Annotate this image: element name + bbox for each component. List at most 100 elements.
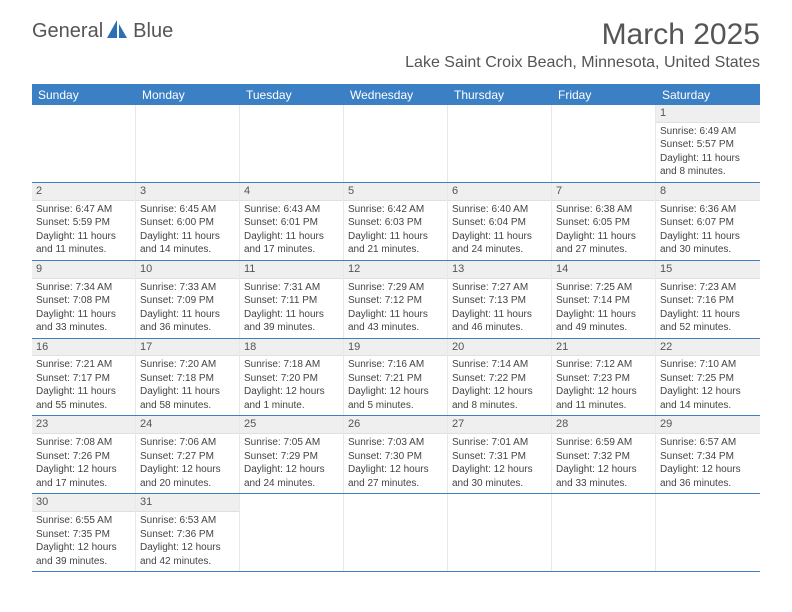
day-number: 1	[656, 105, 760, 123]
day-number: 5	[344, 183, 447, 201]
sunrise-text: Sunrise: 6:59 AM	[556, 436, 651, 450]
daylight-text: Daylight: 11 hours and 33 minutes.	[36, 308, 131, 335]
day-body: Sunrise: 7:12 AMSunset: 7:23 PMDaylight:…	[552, 356, 655, 415]
sunset-text: Sunset: 7:30 PM	[348, 450, 443, 464]
daylight-text: Daylight: 12 hours and 27 minutes.	[348, 463, 443, 490]
sunset-text: Sunset: 7:36 PM	[140, 528, 235, 542]
calendar-day-cell: 31Sunrise: 6:53 AMSunset: 7:36 PMDayligh…	[136, 494, 240, 571]
daylight-text: Daylight: 11 hours and 11 minutes.	[36, 230, 131, 257]
sunrise-text: Sunrise: 6:38 AM	[556, 203, 651, 217]
weekday-header: Wednesday	[344, 85, 448, 105]
sunset-text: Sunset: 7:22 PM	[452, 372, 547, 386]
calendar-empty-cell	[240, 105, 344, 182]
calendar-week-row: 2Sunrise: 6:47 AMSunset: 5:59 PMDaylight…	[32, 183, 760, 261]
calendar-day-cell: 26Sunrise: 7:03 AMSunset: 7:30 PMDayligh…	[344, 416, 448, 493]
day-number: 29	[656, 416, 760, 434]
day-number: 22	[656, 339, 760, 357]
day-body: Sunrise: 7:20 AMSunset: 7:18 PMDaylight:…	[136, 356, 239, 415]
daylight-text: Daylight: 12 hours and 14 minutes.	[660, 385, 756, 412]
calendar-day-cell: 30Sunrise: 6:55 AMSunset: 7:35 PMDayligh…	[32, 494, 136, 571]
calendar: SundayMondayTuesdayWednesdayThursdayFrid…	[32, 84, 760, 572]
calendar-day-cell: 17Sunrise: 7:20 AMSunset: 7:18 PMDayligh…	[136, 339, 240, 416]
day-body: Sunrise: 6:53 AMSunset: 7:36 PMDaylight:…	[136, 512, 239, 571]
daylight-text: Daylight: 11 hours and 58 minutes.	[140, 385, 235, 412]
sunrise-text: Sunrise: 7:25 AM	[556, 281, 651, 295]
day-body: Sunrise: 6:36 AMSunset: 6:07 PMDaylight:…	[656, 201, 760, 260]
daylight-text: Daylight: 11 hours and 30 minutes.	[660, 230, 756, 257]
sunset-text: Sunset: 7:18 PM	[140, 372, 235, 386]
calendar-day-cell: 2Sunrise: 6:47 AMSunset: 5:59 PMDaylight…	[32, 183, 136, 260]
day-body: Sunrise: 7:23 AMSunset: 7:16 PMDaylight:…	[656, 279, 760, 338]
sunset-text: Sunset: 6:04 PM	[452, 216, 547, 230]
page-title: March 2025	[405, 18, 760, 52]
sunrise-text: Sunrise: 7:31 AM	[244, 281, 339, 295]
calendar-empty-cell	[448, 494, 552, 571]
day-number: 6	[448, 183, 551, 201]
day-body: Sunrise: 7:05 AMSunset: 7:29 PMDaylight:…	[240, 434, 343, 493]
day-number: 27	[448, 416, 551, 434]
day-body: Sunrise: 7:18 AMSunset: 7:20 PMDaylight:…	[240, 356, 343, 415]
sunrise-text: Sunrise: 7:01 AM	[452, 436, 547, 450]
day-body: Sunrise: 6:49 AMSunset: 5:57 PMDaylight:…	[656, 123, 760, 182]
daylight-text: Daylight: 12 hours and 30 minutes.	[452, 463, 547, 490]
calendar-empty-cell	[344, 494, 448, 571]
calendar-day-cell: 28Sunrise: 6:59 AMSunset: 7:32 PMDayligh…	[552, 416, 656, 493]
day-body: Sunrise: 6:47 AMSunset: 5:59 PMDaylight:…	[32, 201, 135, 260]
day-number: 23	[32, 416, 135, 434]
sunrise-text: Sunrise: 7:08 AM	[36, 436, 131, 450]
calendar-day-cell: 12Sunrise: 7:29 AMSunset: 7:12 PMDayligh…	[344, 261, 448, 338]
day-number: 8	[656, 183, 760, 201]
daylight-text: Daylight: 12 hours and 42 minutes.	[140, 541, 235, 568]
calendar-day-cell: 23Sunrise: 7:08 AMSunset: 7:26 PMDayligh…	[32, 416, 136, 493]
daylight-text: Daylight: 11 hours and 46 minutes.	[452, 308, 547, 335]
daylight-text: Daylight: 11 hours and 43 minutes.	[348, 308, 443, 335]
day-number: 19	[344, 339, 447, 357]
day-number: 16	[32, 339, 135, 357]
sunset-text: Sunset: 7:20 PM	[244, 372, 339, 386]
sunrise-text: Sunrise: 7:34 AM	[36, 281, 131, 295]
sunrise-text: Sunrise: 6:47 AM	[36, 203, 131, 217]
daylight-text: Daylight: 12 hours and 36 minutes.	[660, 463, 756, 490]
calendar-day-cell: 10Sunrise: 7:33 AMSunset: 7:09 PMDayligh…	[136, 261, 240, 338]
day-number: 10	[136, 261, 239, 279]
sunrise-text: Sunrise: 6:40 AM	[452, 203, 547, 217]
daylight-text: Daylight: 12 hours and 33 minutes.	[556, 463, 651, 490]
day-number: 2	[32, 183, 135, 201]
day-body: Sunrise: 6:55 AMSunset: 7:35 PMDaylight:…	[32, 512, 135, 571]
calendar-day-cell: 25Sunrise: 7:05 AMSunset: 7:29 PMDayligh…	[240, 416, 344, 493]
calendar-day-cell: 14Sunrise: 7:25 AMSunset: 7:14 PMDayligh…	[552, 261, 656, 338]
calendar-week-row: 30Sunrise: 6:55 AMSunset: 7:35 PMDayligh…	[32, 494, 760, 572]
calendar-day-cell: 7Sunrise: 6:38 AMSunset: 6:05 PMDaylight…	[552, 183, 656, 260]
logo-text-1: General	[32, 20, 103, 43]
weekday-header: Friday	[552, 85, 656, 105]
sunrise-text: Sunrise: 7:05 AM	[244, 436, 339, 450]
calendar-empty-cell	[32, 105, 136, 182]
title-block: March 2025 Lake Saint Croix Beach, Minne…	[405, 18, 760, 72]
calendar-empty-cell	[448, 105, 552, 182]
sunset-text: Sunset: 7:35 PM	[36, 528, 131, 542]
daylight-text: Daylight: 11 hours and 52 minutes.	[660, 308, 756, 335]
day-number: 20	[448, 339, 551, 357]
sunset-text: Sunset: 6:05 PM	[556, 216, 651, 230]
sunrise-text: Sunrise: 7:20 AM	[140, 358, 235, 372]
sunrise-text: Sunrise: 6:42 AM	[348, 203, 443, 217]
sunset-text: Sunset: 6:01 PM	[244, 216, 339, 230]
day-number: 17	[136, 339, 239, 357]
day-body: Sunrise: 7:29 AMSunset: 7:12 PMDaylight:…	[344, 279, 447, 338]
sunset-text: Sunset: 7:34 PM	[660, 450, 756, 464]
weekday-header: Monday	[136, 85, 240, 105]
sunset-text: Sunset: 6:03 PM	[348, 216, 443, 230]
weekday-header: Thursday	[448, 85, 552, 105]
sunrise-text: Sunrise: 6:55 AM	[36, 514, 131, 528]
daylight-text: Daylight: 12 hours and 5 minutes.	[348, 385, 443, 412]
day-number: 14	[552, 261, 655, 279]
calendar-day-cell: 8Sunrise: 6:36 AMSunset: 6:07 PMDaylight…	[656, 183, 760, 260]
day-body: Sunrise: 6:45 AMSunset: 6:00 PMDaylight:…	[136, 201, 239, 260]
daylight-text: Daylight: 12 hours and 24 minutes.	[244, 463, 339, 490]
day-number: 26	[344, 416, 447, 434]
sunrise-text: Sunrise: 7:10 AM	[660, 358, 756, 372]
sunset-text: Sunset: 5:57 PM	[660, 138, 756, 152]
day-number: 4	[240, 183, 343, 201]
sunset-text: Sunset: 7:27 PM	[140, 450, 235, 464]
sunrise-text: Sunrise: 7:16 AM	[348, 358, 443, 372]
